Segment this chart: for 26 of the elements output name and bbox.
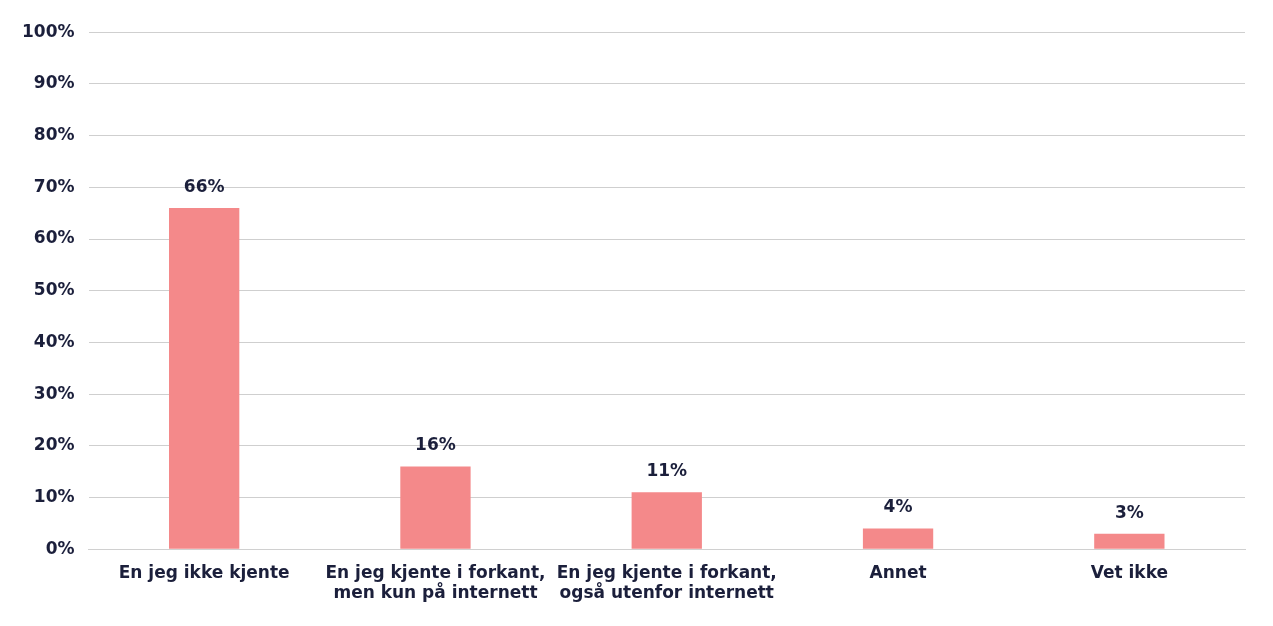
y-tick-label: 70%: [33, 175, 75, 196]
x-tick-label: En jeg ikke kjente: [118, 561, 290, 582]
y-tick-label: 60%: [33, 227, 75, 248]
y-tick-label: 100%: [21, 20, 75, 41]
x-tick-label: Annet: [869, 561, 927, 582]
bar: [631, 492, 702, 549]
bar: [862, 528, 934, 549]
y-tick-label: 0%: [45, 537, 75, 558]
x-tick-label: En jeg kjente i forkant, også utenfor internett: [556, 561, 777, 603]
x-tick-label: Vet ikke: [1090, 561, 1169, 582]
data-label: 16%: [415, 434, 456, 455]
bar: [169, 207, 240, 549]
y-tick-label: 20%: [33, 434, 75, 455]
y-tick-label: 50%: [33, 279, 75, 300]
bar: [1094, 533, 1165, 549]
data-label: 4%: [883, 496, 913, 517]
data-label: 66%: [183, 175, 225, 196]
y-tick-label: 80%: [33, 124, 75, 145]
bar: [400, 466, 471, 549]
data-label: 3%: [1114, 501, 1144, 522]
x-tick-label: En jeg kjente i forkant, men kun på internett: [325, 561, 546, 603]
y-tick-label: 40%: [33, 330, 75, 351]
y-tick-label: 10%: [33, 485, 75, 506]
data-label: 11%: [646, 460, 688, 481]
y-tick-label: 30%: [33, 382, 75, 403]
y-tick-label: 90%: [33, 72, 75, 93]
